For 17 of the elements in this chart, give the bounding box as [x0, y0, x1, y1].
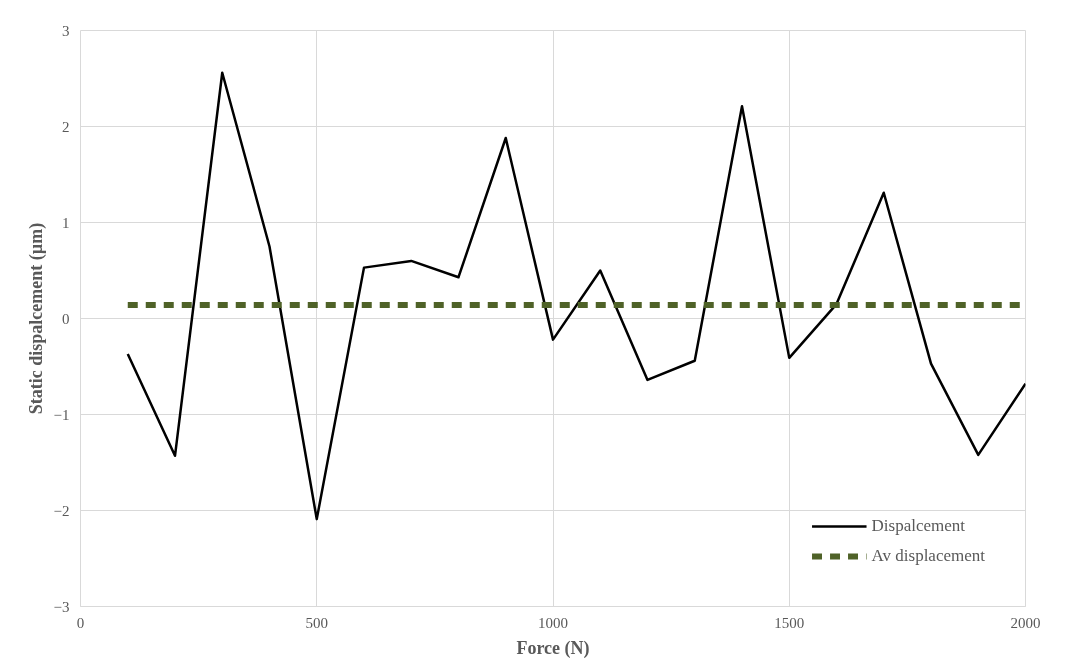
line-series: [126, 71, 1026, 521]
y-tick-label: −2: [53, 502, 70, 519]
y-tick-label: 0: [62, 310, 70, 327]
x-axis-title: Force (N): [516, 637, 590, 659]
y-tick-label: 1: [62, 214, 70, 231]
x-tick-label: 1000: [538, 614, 568, 631]
legend-label: Av displacement: [871, 546, 985, 566]
y-tick-label: 3: [62, 22, 70, 39]
y-axis-title: Static dispalcement (µm): [25, 222, 47, 415]
y-tick-label: −1: [53, 406, 70, 423]
y-tick-label: −3: [53, 598, 70, 615]
x-tick-label: 2000: [1010, 614, 1041, 631]
x-tick-label: 500: [305, 614, 328, 631]
legend-label: Dispalcement: [871, 516, 965, 536]
x-tick-label: 0: [76, 614, 85, 631]
y-tick-label: 2: [62, 118, 70, 135]
x-tick-label: 1500: [774, 614, 805, 631]
